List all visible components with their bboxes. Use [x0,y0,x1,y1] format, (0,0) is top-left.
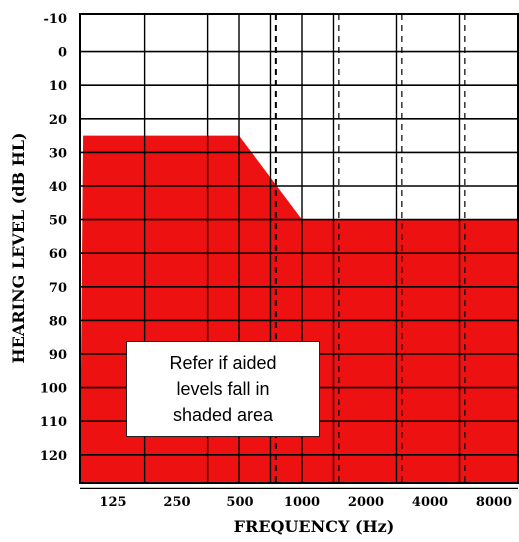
y-tick-label: -10 [44,12,68,27]
y-axis-title: HEARING LEVEL (dB HL) [9,132,28,363]
x-tick-labels: 125 250 500 1000 2000 4000 8000 [99,495,512,510]
x-axis-title: FREQUENCY (Hz) [234,517,395,536]
y-tick-label: 10 [49,79,67,94]
x-tick-label: 2000 [348,495,384,510]
y-tick-label: 100 [40,382,67,397]
y-tick-label: 20 [49,113,67,128]
x-tick-label: 500 [226,495,253,510]
y-tick-label: 90 [49,348,67,363]
y-tick-label: 30 [49,146,67,161]
y-tick-label: 60 [49,247,67,262]
referral-note-box: Refer if aided levels fall in shaded are… [126,341,320,437]
plot-border [79,13,519,484]
y-tick-label: 110 [40,415,67,430]
x-tick-label: 1000 [284,495,320,510]
y-tick-label: 120 [40,449,67,464]
y-tick-labels: -10 0 10 20 30 40 50 60 70 80 90 100 110 120 [40,12,67,464]
x-tick-label: 250 [163,495,190,510]
y-tick-label: 40 [49,180,67,195]
y-tick-label: 0 [58,46,67,61]
y-tick-label: 50 [49,214,67,229]
y-tick-label: 80 [49,314,67,329]
x-tick-label: 125 [99,495,126,510]
x-tick-label: 4000 [412,495,448,510]
x-tick-label: 8000 [476,495,512,510]
y-tick-label: 70 [49,281,67,296]
